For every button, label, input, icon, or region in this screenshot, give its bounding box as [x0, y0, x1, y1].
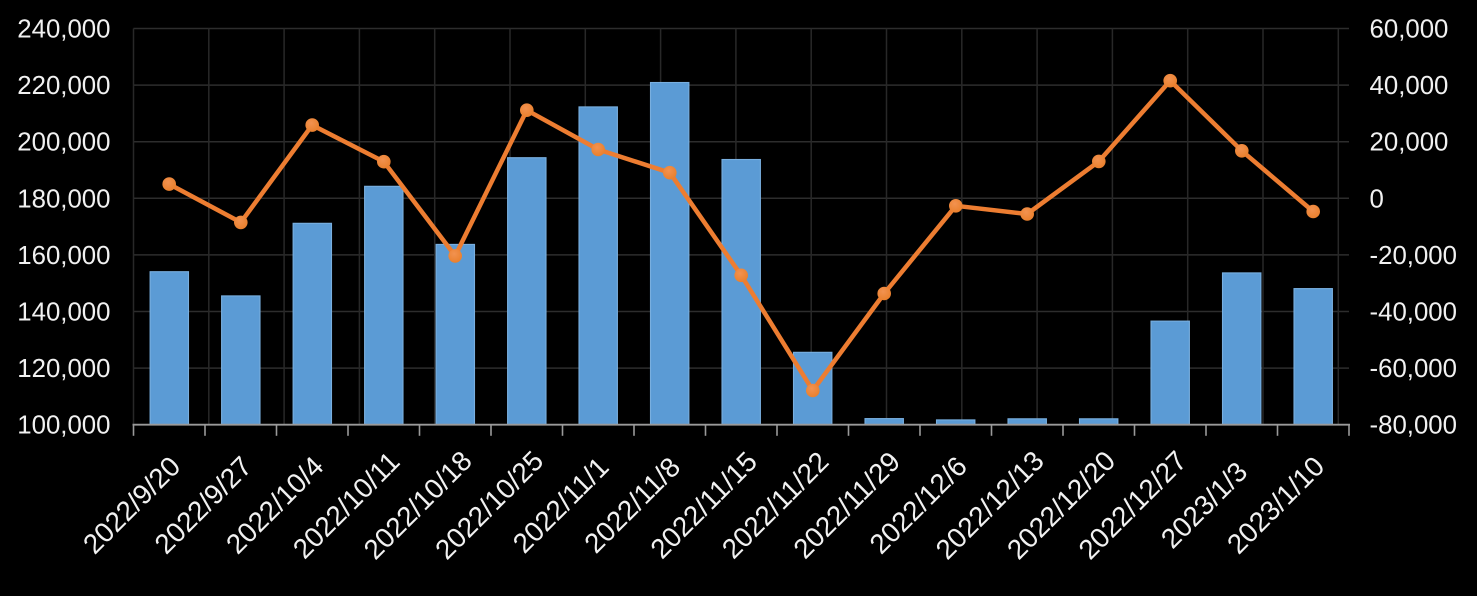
svg-text:-60,000: -60,000	[1370, 355, 1458, 383]
svg-text:200,000: 200,000	[17, 129, 110, 157]
svg-text:-80,000: -80,000	[1370, 412, 1458, 440]
svg-text:40,000: 40,000	[1370, 72, 1449, 100]
svg-text:100,000: 100,000	[17, 412, 110, 440]
svg-text:160,000: 160,000	[17, 242, 110, 270]
svg-text:120,000: 120,000	[17, 355, 110, 383]
svg-text:140,000: 140,000	[17, 299, 110, 327]
svg-text:60,000: 60,000	[1370, 16, 1449, 44]
svg-text:-40,000: -40,000	[1370, 299, 1458, 327]
svg-text:-20,000: -20,000	[1370, 242, 1458, 270]
svg-text:20,000: 20,000	[1370, 129, 1449, 157]
svg-text:180,000: 180,000	[17, 185, 110, 213]
svg-text:0: 0	[1370, 185, 1384, 213]
svg-text:220,000: 220,000	[17, 72, 110, 100]
svg-text:240,000: 240,000	[17, 16, 110, 44]
